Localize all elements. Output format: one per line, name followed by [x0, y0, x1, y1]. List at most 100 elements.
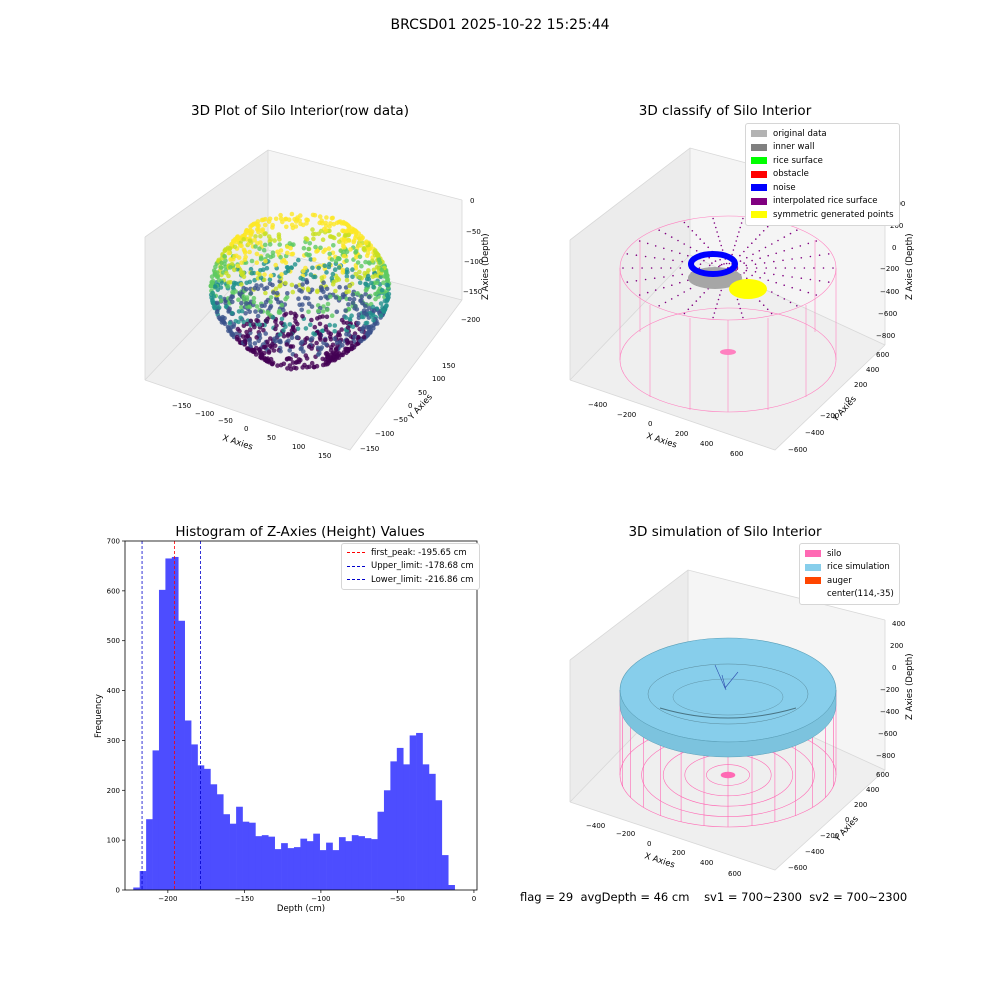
- raw-point: [373, 296, 378, 302]
- interpolated-point: [719, 294, 721, 296]
- raw-point: [252, 277, 257, 283]
- legend-swatch: [751, 143, 767, 151]
- raw-point: [258, 309, 264, 314]
- raw-point: [286, 356, 292, 361]
- raw-point: [304, 221, 309, 226]
- interpolated-point: [770, 312, 773, 315]
- raw-point: [293, 284, 299, 289]
- interpolated-point: [699, 296, 701, 298]
- raw-ztick: 0: [470, 197, 474, 205]
- raw-point: [276, 310, 282, 315]
- simulation-panel-title: 3D simulation of Silo Interior: [628, 524, 822, 540]
- interpolated-point: [644, 255, 647, 258]
- interpolated-point: [784, 267, 787, 269]
- interpolated-point: [759, 277, 761, 279]
- histogram-bar: [300, 838, 308, 890]
- raw-point: [248, 232, 254, 238]
- raw-point: [239, 300, 244, 306]
- interpolated-point: [715, 226, 717, 229]
- raw-point: [287, 348, 293, 353]
- noise-ring: [688, 251, 738, 277]
- interpolated-point: [767, 279, 769, 282]
- interpolated-point: [689, 246, 692, 249]
- raw-point: [317, 350, 322, 356]
- raw-point: [289, 282, 295, 288]
- raw-point: [257, 347, 262, 352]
- legend-label: symmetric generated points: [773, 209, 894, 220]
- raw-point: [307, 241, 313, 246]
- raw-point: [273, 326, 278, 332]
- raw-point: [227, 306, 232, 312]
- raw-3d-plot: −150 −100 −50 0 50 100 150 X Axies 150 1…: [144, 149, 491, 460]
- interpolated-point: [723, 263, 725, 265]
- histogram-bar: [396, 747, 404, 890]
- raw-point: [298, 341, 304, 346]
- simulation-3d-plot: −400 −200 0 200 400 600 X Axies 600 400 …: [569, 569, 915, 878]
- interpolated-point: [695, 234, 698, 236]
- interpolated-point: [763, 262, 766, 264]
- sv2-value: sv2 = 700~2300: [809, 890, 908, 904]
- interpolated-point: [758, 234, 761, 236]
- interpolated-point: [738, 231, 740, 233]
- histogram-x-ticks: −200 −150 −100 −50 0: [158, 890, 476, 903]
- raw-point: [281, 328, 286, 333]
- raw-point: [295, 335, 300, 340]
- raw-point: [364, 276, 370, 282]
- raw-point: [272, 343, 278, 349]
- interpolated-point: [695, 250, 698, 252]
- raw-point: [340, 228, 345, 233]
- interpolated-point: [671, 284, 673, 287]
- simulation-rice-surface: [619, 637, 837, 758]
- interpolated-point: [687, 254, 689, 257]
- histogram-y-ticks: 0 100 200 300 400 500 600 700: [107, 538, 125, 895]
- raw-point: [311, 274, 316, 280]
- raw-point: [296, 296, 301, 302]
- raw-point: [367, 246, 372, 252]
- histogram-reference-lines: [141, 541, 201, 890]
- legend-label: auger: [827, 575, 852, 586]
- simulation-z-ticks: 400 200 0 −200 −400 −600 −800: [876, 620, 905, 760]
- interpolated-point: [813, 267, 815, 269]
- raw-point: [341, 253, 347, 259]
- simulation-ytick: 600: [876, 771, 889, 779]
- raw-point: [247, 309, 252, 315]
- raw-point: [309, 287, 315, 293]
- histogram-ytick-label: 300: [107, 737, 120, 745]
- interpolated-point: [714, 260, 717, 262]
- raw-point: [336, 277, 342, 282]
- raw-point: [268, 273, 274, 279]
- raw-point: [310, 231, 316, 237]
- raw-point: [263, 318, 269, 324]
- legend-entry: Upper_limit: -178.68 cm: [347, 560, 474, 574]
- histogram-bar: [293, 847, 301, 890]
- raw-point: [384, 292, 390, 298]
- raw-point: [247, 238, 253, 244]
- interpolated-point: [742, 217, 744, 220]
- raw-point: [239, 282, 244, 287]
- legend-label: interpolated rice surface: [773, 196, 878, 207]
- histogram-bar: [358, 836, 365, 890]
- raw-point: [299, 307, 305, 313]
- simulation-xtick: −200: [616, 830, 635, 838]
- raw-point: [285, 244, 290, 249]
- raw-point: [283, 280, 288, 286]
- interpolated-point: [755, 238, 757, 240]
- raw-point: [254, 251, 260, 257]
- raw-point: [279, 302, 285, 308]
- simulation-ztick: −600: [878, 730, 897, 738]
- raw-point: [211, 304, 217, 309]
- interpolated-point: [752, 253, 754, 256]
- raw-point: [334, 355, 340, 360]
- raw-point: [289, 335, 295, 341]
- interpolated-point: [683, 291, 685, 293]
- raw-point: [353, 228, 358, 234]
- classify-xtick: 0: [648, 420, 652, 428]
- raw-point: [350, 324, 356, 330]
- interpolated-point: [658, 229, 660, 231]
- raw-point: [347, 296, 353, 302]
- legend-entry: original data: [751, 127, 894, 141]
- raw-ytick: 150: [442, 362, 455, 370]
- raw-point: [319, 275, 325, 281]
- raw-y-ticks: 150 100 50 0 −50 −100 −150: [360, 362, 455, 453]
- interpolated-point: [783, 284, 785, 287]
